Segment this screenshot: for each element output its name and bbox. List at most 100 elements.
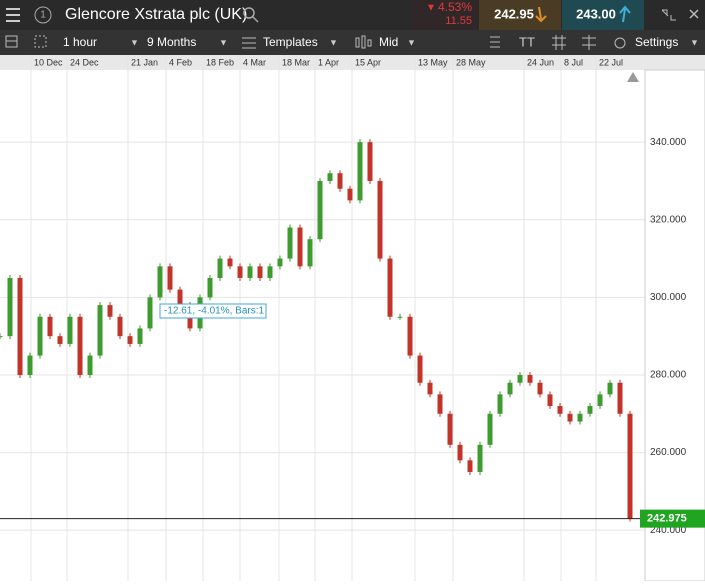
x-tick-label: 10 Dec xyxy=(34,57,63,67)
toolbar-icons[interactable] xyxy=(5,35,626,50)
price-axis xyxy=(644,69,705,582)
x-tick-label: 22 Jul xyxy=(599,57,623,67)
candle xyxy=(587,406,593,414)
y-tick-label: 340.000 xyxy=(650,137,687,148)
candle xyxy=(497,394,503,414)
search-icon[interactable] xyxy=(243,7,259,23)
x-tick-label: 13 May xyxy=(418,57,448,67)
candle xyxy=(257,266,263,278)
candle xyxy=(367,142,373,181)
candle xyxy=(57,336,63,344)
sell-box[interactable] xyxy=(479,0,561,30)
candle xyxy=(517,374,523,383)
candle xyxy=(247,266,253,278)
templates[interactable]: Templates xyxy=(263,35,318,49)
sell-arrow xyxy=(535,6,547,23)
candle xyxy=(577,413,583,422)
candle xyxy=(487,413,493,445)
buy-price: 243.00 xyxy=(576,6,616,21)
candle xyxy=(267,266,273,278)
candle xyxy=(407,316,413,356)
candle xyxy=(397,316,403,318)
candle xyxy=(177,289,183,306)
info-glyph: 1 xyxy=(40,10,46,21)
down-glyph: ▼ xyxy=(426,3,436,14)
candle xyxy=(417,355,423,383)
text-icon[interactable]: TT xyxy=(519,34,535,49)
menu-icon[interactable] xyxy=(6,8,20,22)
y-tick-label: 260.000 xyxy=(650,447,687,458)
change-pct: 4.53% xyxy=(438,0,472,14)
candle xyxy=(97,305,103,356)
dropdown-arrow: ▼ xyxy=(219,37,228,47)
x-tick-label: 18 Mar xyxy=(282,57,310,67)
candle xyxy=(157,266,163,298)
x-tick-label: 24 Jun xyxy=(527,57,554,67)
candle xyxy=(447,413,453,445)
price-type[interactable]: Mid xyxy=(379,35,398,49)
candle xyxy=(217,258,223,278)
info-icon[interactable] xyxy=(34,6,52,24)
candle xyxy=(237,266,243,278)
instrument-title: Glencore Xstrata plc (UK) xyxy=(65,6,247,23)
candle xyxy=(347,188,353,201)
y-tick-label: 280.000 xyxy=(650,370,687,381)
candle xyxy=(147,297,153,329)
candle xyxy=(127,336,133,344)
range[interactable]: 9 Months xyxy=(147,35,196,49)
candle xyxy=(47,316,53,337)
dropdown-arrow: ▼ xyxy=(690,37,699,47)
candle xyxy=(27,355,33,375)
candle xyxy=(537,382,543,395)
dropdown-arrow: ▼ xyxy=(407,37,416,47)
candle xyxy=(67,316,73,344)
candle xyxy=(37,316,43,356)
annotation-box xyxy=(159,303,267,319)
dropdown-arrow: ▼ xyxy=(329,37,338,47)
x-tick-label: 4 Mar xyxy=(243,57,266,67)
candle xyxy=(0,336,3,338)
candle xyxy=(7,277,13,337)
candle xyxy=(307,239,313,267)
candle xyxy=(437,394,443,414)
candle xyxy=(627,413,633,519)
candle xyxy=(297,227,303,267)
buy-arrow xyxy=(619,5,631,23)
annotation: -12.61, -4.01%, Bars:1 xyxy=(164,306,264,317)
candle xyxy=(427,382,433,395)
y-tick-label: 320.000 xyxy=(650,214,687,225)
settings[interactable]: Settings xyxy=(635,35,678,49)
change: 11.55 xyxy=(445,15,472,27)
y-tick-label: 300.000 xyxy=(650,292,687,303)
x-tick-label: 24 Dec xyxy=(70,57,99,67)
candle xyxy=(617,382,623,414)
candle xyxy=(207,277,213,298)
candle xyxy=(227,258,233,267)
window-icons[interactable] xyxy=(661,9,699,21)
current-price-label: 242.975 xyxy=(647,513,687,525)
candle xyxy=(507,382,513,395)
candle xyxy=(117,316,123,337)
candle xyxy=(607,382,613,395)
scroll-icon[interactable] xyxy=(627,72,639,82)
candle xyxy=(87,355,93,375)
candle xyxy=(317,180,323,240)
candle xyxy=(457,444,463,461)
candle xyxy=(287,227,293,259)
x-tick-label: 15 Apr xyxy=(355,57,381,67)
candle xyxy=(527,374,533,383)
x-tick-label: 21 Jan xyxy=(131,57,158,67)
toolbar xyxy=(0,30,705,55)
interval[interactable]: 1 hour xyxy=(63,35,97,49)
candle xyxy=(167,266,173,290)
buy-box[interactable] xyxy=(562,0,644,30)
candle xyxy=(277,258,283,267)
y-tick-label: 240.000 xyxy=(650,525,687,536)
x-tick-label: 8 Jul xyxy=(564,57,583,67)
candle xyxy=(567,413,573,422)
candle xyxy=(547,394,553,407)
x-tick-label: 1 Apr xyxy=(318,57,339,67)
candle xyxy=(557,406,563,414)
change-box xyxy=(413,0,478,30)
